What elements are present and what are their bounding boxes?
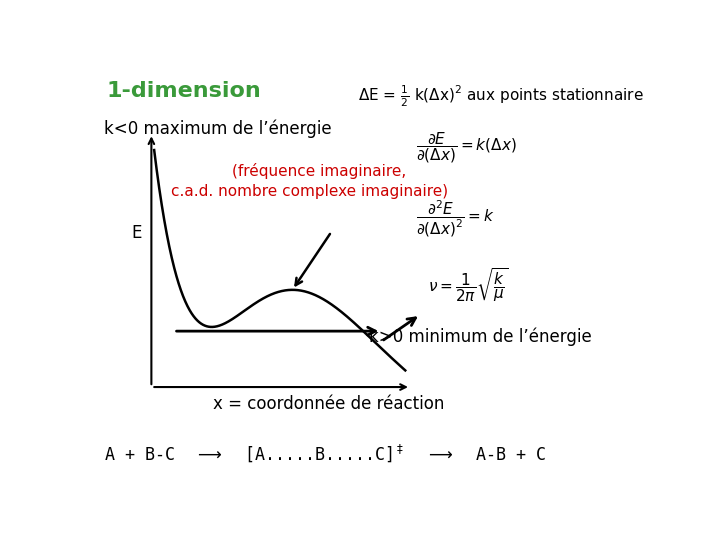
Text: $\dfrac{\partial E}{\partial(\Delta x)} = k(\Delta x)$: $\dfrac{\partial E}{\partial(\Delta x)} … — [416, 131, 517, 165]
Text: A + B-C  $\longrightarrow$  [A.....B.....C]$^\ddagger$  $\longrightarrow$  A-B +: A + B-C $\longrightarrow$ [A.....B.....C… — [104, 443, 546, 464]
Text: c.a.d. nombre complexe imaginaire): c.a.d. nombre complexe imaginaire) — [171, 184, 448, 199]
Text: $\Delta$E = $\frac{1}{2}$ k($\Delta$x)$^2$ aux points stationnaire: $\Delta$E = $\frac{1}{2}$ k($\Delta$x)$^… — [358, 84, 644, 109]
Text: $\dfrac{\partial^2 E}{\partial(\Delta x)^2} = k$: $\dfrac{\partial^2 E}{\partial(\Delta x)… — [416, 199, 495, 239]
Text: x = coordonnée de réaction: x = coordonnée de réaction — [213, 395, 444, 413]
Text: k>0 minimum de l’énergie: k>0 minimum de l’énergie — [369, 328, 592, 346]
Text: E: E — [132, 224, 143, 242]
Text: (fréquence imaginaire,: (fréquence imaginaire, — [233, 163, 407, 179]
Text: $\nu = \dfrac{1}{2\pi} \sqrt{\dfrac{k}{\mu}}$: $\nu = \dfrac{1}{2\pi} \sqrt{\dfrac{k}{\… — [428, 266, 508, 304]
Text: k<0 maximum de l’énergie: k<0 maximum de l’énergie — [104, 120, 332, 138]
Text: 1-dimension: 1-dimension — [107, 82, 261, 102]
